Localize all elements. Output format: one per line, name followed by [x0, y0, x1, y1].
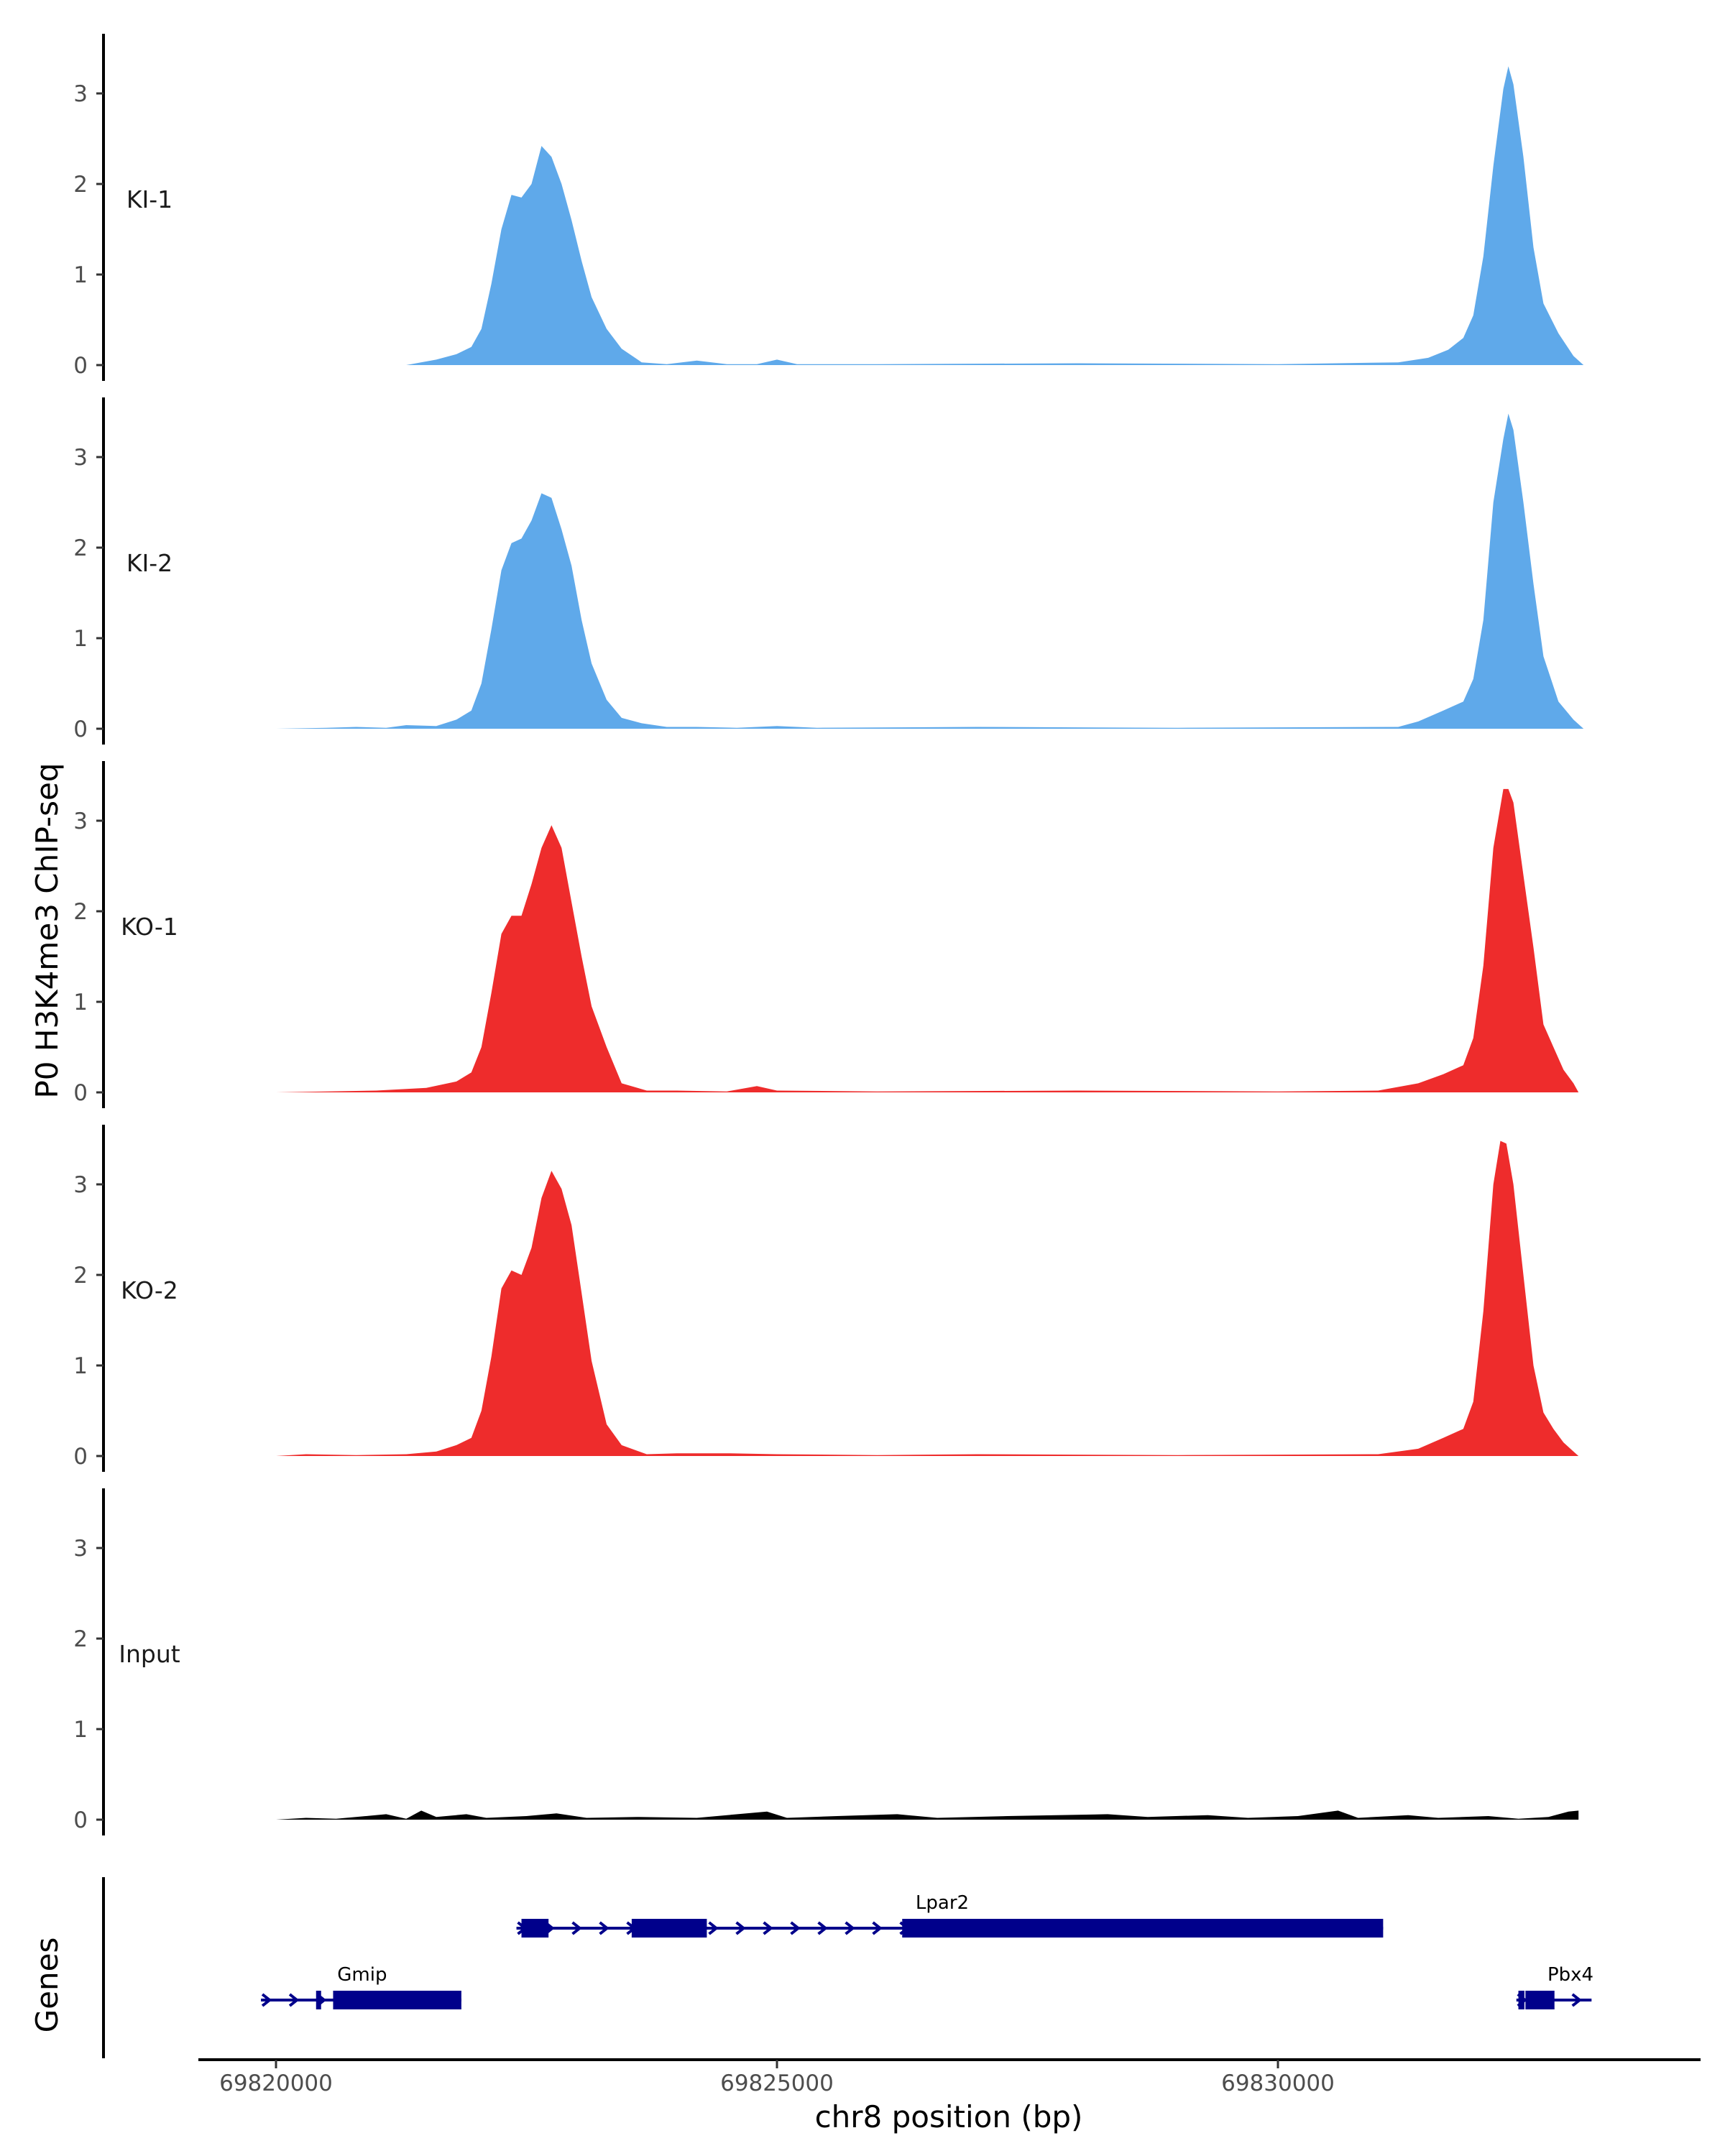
y-tick-label: 3: [73, 1172, 88, 1198]
track-input: 0 1 2 3 Input: [73, 1488, 1579, 1835]
strand-arrow: [845, 1921, 855, 1935]
coverage-area-ko-2: [276, 1141, 1579, 1456]
track-ko-1: 0 1 2 3 KO-1: [73, 761, 1579, 1108]
y-tick-label: 1: [73, 1717, 88, 1743]
gene-exon: [316, 1991, 321, 2009]
gene-label: Gmip: [337, 1964, 387, 1986]
x-axis: 69820000 69825000 69830000: [198, 2058, 1701, 2096]
strand-arrow: [1571, 1993, 1582, 2007]
x-tick-label: 69825000: [720, 2070, 834, 2096]
strand-arrow: [817, 1921, 828, 1935]
x-tick-label: 69830000: [1221, 2070, 1335, 2096]
y-tick-label: 0: [73, 717, 88, 742]
gene-exon: [1518, 1991, 1524, 2009]
gene-gmip: Gmip: [261, 1964, 461, 2009]
track-ko-2: 0 1 2 3 KO-2: [73, 1125, 1579, 1472]
y-tick-label: 2: [73, 1263, 88, 1289]
y-tick-label: 0: [73, 1444, 88, 1470]
coverage-area-ko-1: [276, 788, 1579, 1092]
gene-exon: [1525, 1991, 1555, 2009]
strand-arrow: [599, 1921, 610, 1935]
strand-arrow: [708, 1921, 719, 1935]
track-label: KI-1: [126, 185, 172, 213]
y-tick-label: 2: [73, 535, 88, 561]
gene-track: Gmip Lpar2 Pbx4: [102, 1877, 1593, 2058]
gene-exon: [902, 1919, 1384, 1938]
gene-exon: [521, 1919, 549, 1938]
y-tick-label: 0: [73, 353, 88, 379]
gene-label: Pbx4: [1547, 1964, 1593, 1986]
track-label: KO-2: [121, 1276, 178, 1304]
strand-arrow: [790, 1921, 801, 1935]
track-label: KO-1: [121, 913, 178, 941]
track-label: KI-2: [126, 549, 172, 577]
strand-arrow: [872, 1921, 883, 1935]
x-tick-label: 69820000: [219, 2070, 333, 2096]
gene-lpar2: Lpar2: [516, 1892, 1384, 1938]
y-tick-label: 2: [73, 172, 88, 198]
coverage-tracks: 0 1 2 3 KI-1 0 1 2 3 KI-2 0 1 2 3 KO-1 0 1 2 3 KO-2 0 1 2 3 Inpu…: [73, 34, 1584, 1835]
strand-arrow: [735, 1921, 746, 1935]
y-tick-label: 1: [73, 262, 88, 288]
y-tick-label: 3: [73, 1536, 88, 1562]
coverage-area-ki-1: [406, 66, 1584, 365]
coverage-area-ki-2: [276, 413, 1584, 729]
coverage-area-input: [276, 1810, 1579, 1820]
y-tick-label: 1: [73, 626, 88, 652]
y-tick-label: 2: [73, 899, 88, 925]
y-tick-label: 3: [73, 81, 88, 107]
y-tick-label: 1: [73, 990, 88, 1015]
track-ki-2: 0 1 2 3 KI-2: [73, 397, 1584, 745]
strand-arrow: [763, 1921, 773, 1935]
strand-arrow: [571, 1921, 582, 1935]
track-label: Input: [119, 1640, 180, 1668]
y-tick-label: 1: [73, 1353, 88, 1379]
track-ki-1: 0 1 2 3 KI-1: [73, 34, 1584, 381]
gene-exon: [333, 1991, 461, 2009]
x-axis-title: chr8 position (bp): [815, 2099, 1083, 2134]
gene-exon: [631, 1919, 707, 1938]
gene-track-title: Genes: [29, 1938, 65, 2033]
strand-arrow: [288, 1993, 300, 2007]
y-tick-label: 3: [73, 445, 88, 471]
y-axis-title: P0 H3K4me3 ChIP-seq: [29, 763, 65, 1098]
y-tick-label: 3: [73, 808, 88, 834]
y-tick-label: 0: [73, 1080, 88, 1106]
gene-pbx4: Pbx4: [1516, 1964, 1593, 2009]
y-tick-label: 2: [73, 1626, 88, 1652]
gene-label: Lpar2: [916, 1892, 969, 1914]
y-tick-label: 0: [73, 1807, 88, 1833]
strand-arrow: [261, 1993, 272, 2007]
